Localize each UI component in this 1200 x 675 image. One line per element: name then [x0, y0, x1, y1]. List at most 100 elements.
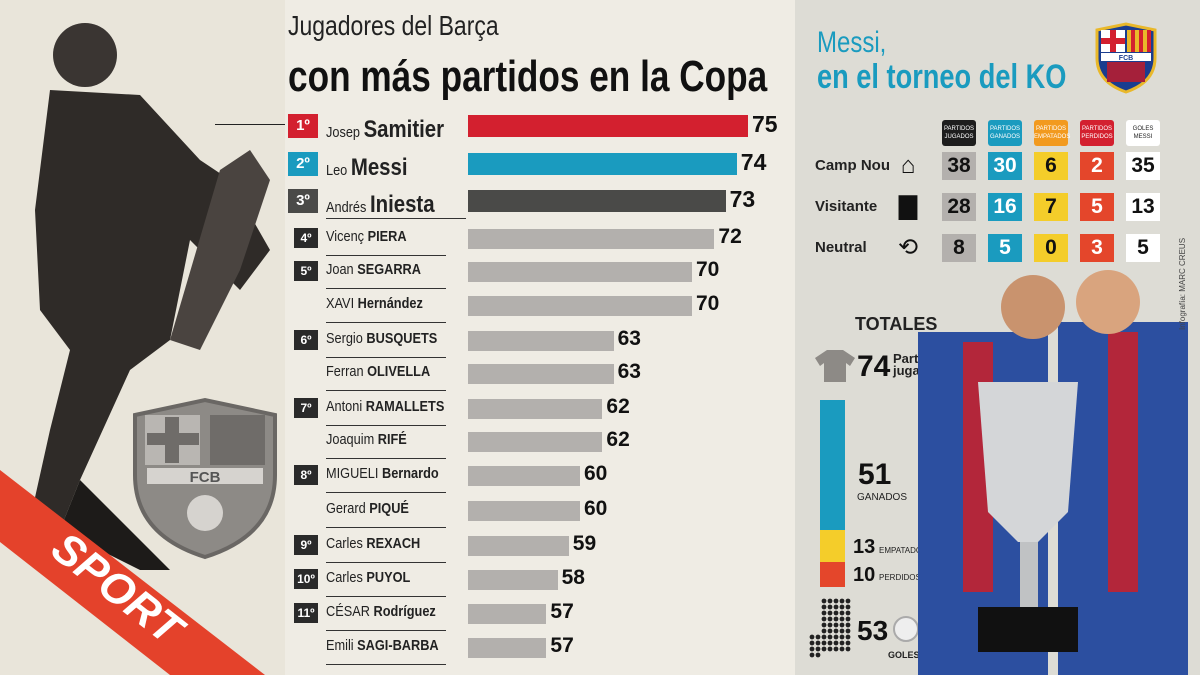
goal-dot	[833, 598, 839, 604]
bar-row: 2º Leo Messi 74	[288, 149, 788, 181]
bar-row: 11º CÉSAR Rodríguez 57	[288, 600, 788, 626]
player-name: Vicenç PIERA	[326, 228, 407, 245]
goal-dot	[821, 610, 827, 616]
stat-cell: 0	[1034, 234, 1068, 262]
bar-value: 73	[729, 186, 756, 212]
bar-row: 9º Carles REXACH 59	[288, 532, 788, 558]
goal-dot	[839, 622, 845, 628]
player-name: Joan SEGARRA	[326, 261, 421, 278]
bar-value: 62	[606, 395, 630, 418]
player-name: CÉSAR Rodríguez	[326, 603, 436, 620]
goal-dot	[815, 634, 821, 640]
header-line1: PARTIDOS	[943, 126, 975, 132]
bar-row: 4º Vicenç PIERA 72	[288, 225, 788, 251]
player-name: Joaquim RIFÉ	[326, 431, 407, 448]
goal-dot	[839, 640, 845, 646]
bar-value: 60	[584, 497, 608, 520]
jugados-value: 74	[857, 350, 891, 383]
perdidos-bar	[820, 562, 845, 587]
goal-dot	[833, 622, 839, 628]
venue-label: Neutral	[815, 239, 867, 256]
last-name: RAMALLETS	[365, 398, 445, 415]
header-line2: GANADOS	[989, 134, 1020, 140]
goal-dot	[833, 646, 839, 652]
last-name: Bernardo	[381, 465, 439, 482]
goal-dot	[839, 634, 845, 640]
row-divider	[326, 596, 446, 597]
last-name: BUSQUETS	[366, 330, 438, 347]
row-divider	[326, 527, 446, 528]
first-name: Antoni	[326, 398, 363, 415]
goal-dot	[833, 604, 839, 610]
player-name: Sergio BUSQUETS	[326, 330, 437, 347]
goals-dot-grid	[809, 598, 851, 658]
bar-value: 59	[572, 532, 597, 555]
column-header: GOLES MESSI	[1126, 120, 1160, 146]
goal-dot	[821, 634, 827, 640]
row-divider	[326, 458, 446, 459]
sport-band	[0, 470, 265, 675]
first-name: Carles	[326, 535, 363, 552]
goal-dot	[821, 604, 827, 610]
goal-dot	[839, 604, 845, 610]
goal-dot	[845, 610, 851, 616]
last-name: PUYOL	[366, 569, 411, 586]
rank-badge: 5º	[294, 261, 318, 281]
goal-dot	[827, 616, 833, 622]
last-name: Rodríguez	[373, 603, 436, 620]
fcb-crest: FCB	[133, 397, 277, 560]
row-divider	[326, 288, 446, 289]
goal-dot	[821, 646, 827, 652]
goal-dot	[821, 640, 827, 646]
player-name: Antoni RAMALLETS	[326, 398, 444, 415]
rank-badge: 3º	[288, 189, 318, 213]
rank-badge: 11º	[294, 603, 318, 623]
header-line2: MESSI	[1133, 134, 1153, 140]
row-divider	[326, 255, 446, 256]
venue-label: Camp Nou	[815, 157, 890, 174]
bar	[468, 190, 726, 212]
bar-row: 10º Carles PUYOL 58	[288, 566, 788, 592]
goal-dot	[839, 628, 845, 634]
perdidos-value: 10	[853, 564, 876, 586]
goles-label: GOLES	[888, 650, 920, 660]
first-name: CÉSAR	[326, 603, 370, 620]
goal-dot	[827, 604, 833, 610]
player-name: XAVI Hernández	[326, 295, 423, 312]
player-name: Emili SAGI-BARBA	[326, 637, 439, 654]
goal-dot	[845, 640, 851, 646]
rank-badge: 6º	[294, 330, 318, 350]
goal-dot	[839, 598, 845, 604]
goal-dot	[827, 622, 833, 628]
bar-row: 5º Joan SEGARRA 70	[288, 258, 788, 284]
bar	[468, 466, 580, 486]
first-name: XAVI	[326, 295, 355, 312]
column-header: PARTIDOS EMPATADOS	[1034, 120, 1071, 146]
samitier-photo	[30, 23, 270, 570]
last-name: RIFÉ	[377, 431, 407, 448]
bar-row: XAVI Hernández 70	[288, 292, 788, 318]
last-name: SAGI-BARBA	[357, 637, 439, 654]
goal-dot	[833, 628, 839, 634]
first-name: Sergio	[326, 330, 363, 347]
bar-row: 3º Andrés Iniesta 73	[288, 186, 788, 218]
goal-dot	[821, 628, 827, 634]
goal-dot	[827, 610, 833, 616]
row-divider	[326, 492, 446, 493]
player-name: Gerard PIQUÉ	[326, 500, 409, 517]
bar	[468, 153, 737, 175]
bar-row: Emili SAGI-BARBA 57	[288, 634, 788, 660]
last-name: Hernández	[357, 295, 423, 312]
header-line2: JUGADOS	[944, 134, 974, 140]
header-line2: EMPATADOS	[1034, 134, 1071, 140]
last-name: Messi	[350, 154, 408, 181]
first-name: Carles	[326, 569, 363, 586]
bar-value: 57	[550, 634, 574, 657]
bar-value: 70	[696, 258, 720, 281]
bar-value: 72	[718, 225, 742, 248]
first-name: Joaquim	[326, 431, 375, 448]
stat-cell: 13	[1126, 193, 1160, 221]
stat-cell: 8	[942, 234, 976, 262]
sport-logo: SPORT	[0, 470, 265, 675]
last-name: Samitier	[363, 116, 445, 143]
